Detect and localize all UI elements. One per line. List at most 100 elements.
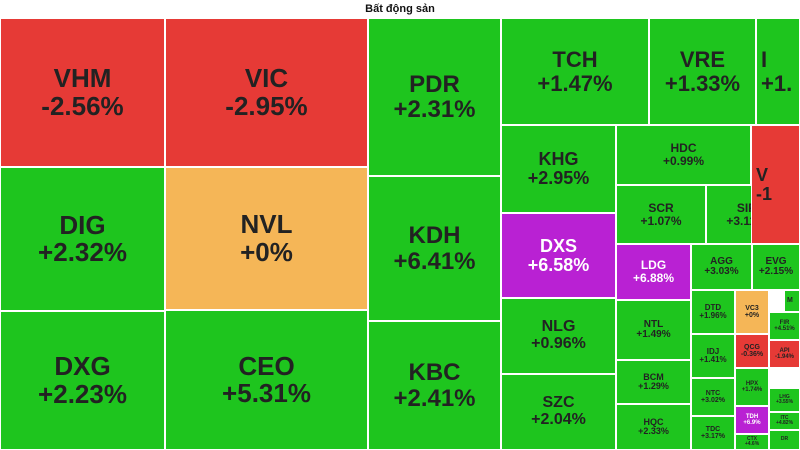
tile-symbol: LDG	[640, 258, 667, 273]
tile-nlg[interactable]: NLG +0.96%	[501, 298, 616, 374]
tile-change: -1.94%	[774, 354, 794, 360]
tile-symbol: NTC	[705, 389, 721, 397]
tile-hpx[interactable]: HPX +1.74%	[735, 368, 769, 406]
tile-dxs[interactable]: DXS +6.58%	[501, 213, 616, 298]
tile-symbol: CEO	[238, 350, 295, 381]
tile-symbol: KDH	[408, 222, 461, 250]
tile-vic[interactable]: VIC -2.95%	[165, 18, 368, 167]
tile-symbol: CTX	[747, 435, 757, 442]
tile-dxg[interactable]: DXG +2.23%	[0, 311, 165, 450]
tile-symbol: HPX	[745, 380, 759, 387]
tile-szc[interactable]: SZC +2.04%	[501, 374, 616, 450]
tile-change: +6.88%	[632, 271, 675, 285]
tile-tch[interactable]: TCH +1.47%	[501, 18, 649, 125]
treemap: VHM -2.56% VIC -2.95% PDR +2.31% TCH +1.47% VRE +…	[0, 18, 800, 450]
tile-ldg[interactable]: LDG +6.88%	[616, 244, 691, 300]
tile-symbol: NTL	[643, 318, 664, 330]
tile-change: +1.	[761, 70, 793, 96]
tile-tdh[interactable]: TDH +6.9%	[735, 406, 769, 434]
tile-pdr[interactable]: PDR +2.31%	[368, 18, 501, 176]
tile-symbol: NLG	[541, 318, 576, 336]
tile-change: +0%	[744, 312, 760, 319]
tile-khg[interactable]: KHG +2.95%	[501, 125, 616, 213]
tile-change: +3.17%	[701, 433, 725, 440]
tile-symbol: HQC	[643, 416, 664, 427]
tile-symbol: NVL	[240, 209, 293, 240]
tile-change: +1.47%	[537, 70, 613, 96]
tile-symbol: DR	[780, 436, 789, 443]
tile-symbol: SCR	[648, 200, 674, 215]
tile-change: +3.55%	[775, 399, 794, 405]
tile-symbol: KHG	[538, 149, 579, 170]
tile-ctx[interactable]: CTX +4.6%	[735, 434, 769, 450]
tile-change: +2.41%	[393, 384, 476, 412]
tile-symbol: API	[779, 347, 790, 354]
tile-symbol: VRE	[679, 47, 726, 73]
tile-nvl[interactable]: NVL +0%	[165, 167, 368, 310]
tile-itc[interactable]: ITC +4.82%	[769, 412, 800, 430]
tile-change: -1	[756, 183, 773, 204]
tile-symbol: IDJ	[706, 346, 720, 356]
tile-m[interactable]: M	[784, 290, 800, 312]
tile-kdh[interactable]: KDH +6.41%	[368, 176, 501, 321]
tile-change: +1.74%	[741, 387, 763, 393]
tile-dr[interactable]: DR	[769, 430, 800, 450]
tile-symbol: HDC	[670, 141, 697, 156]
tile-agg[interactable]: AGG +3.03%	[691, 244, 752, 290]
tile-change: -2.56%	[41, 90, 124, 121]
tile-bcm[interactable]: BCM +1.29%	[616, 360, 691, 404]
tile-symbol: TDH	[745, 413, 759, 420]
tile-symbol: ITC	[780, 414, 789, 421]
tile-ntc[interactable]: NTC +3.02%	[691, 378, 735, 416]
tile-change: +1.41%	[699, 355, 727, 364]
page-title: Bất động sản	[365, 3, 435, 15]
tile-ntl[interactable]: NTL +1.49%	[616, 300, 691, 360]
tile-vc3[interactable]: VC3 +0%	[735, 290, 769, 334]
tile-symbol: DTD	[704, 302, 722, 312]
tile-kbc[interactable]: KBC +2.41%	[368, 321, 501, 450]
tile-symbol: I	[761, 47, 768, 73]
tile-ceo[interactable]: CEO +5.31%	[165, 310, 368, 450]
tile-v[interactable]: V -1	[751, 125, 800, 244]
tile-symbol: FIR	[779, 319, 790, 326]
tile-change: +1.07%	[640, 213, 682, 228]
tile-scr[interactable]: SCR +1.07%	[616, 185, 706, 244]
tile-dtd[interactable]: DTD +1.96%	[691, 290, 735, 334]
tile-change: +0%	[240, 236, 293, 267]
tile-hqc[interactable]: HQC +2.33%	[616, 404, 691, 450]
tile-symbol: BCM	[643, 371, 664, 382]
tile-change: +0.99%	[662, 154, 705, 168]
tile-lhg[interactable]: LHG +3.55%	[769, 388, 800, 412]
tile-change: +4.51%	[774, 326, 795, 332]
tile-change: +6.9%	[743, 420, 761, 426]
tile-api[interactable]: API -1.94%	[769, 340, 800, 368]
tile-change: +2.95%	[527, 168, 590, 188]
tile-change: +2.23%	[38, 378, 127, 409]
tile-hdc[interactable]: HDC +0.99%	[616, 125, 751, 185]
tile-change: +4.6%	[744, 441, 760, 447]
tile-vre[interactable]: VRE +1.33%	[649, 18, 756, 125]
tile-tdc[interactable]: TDC +3.17%	[691, 416, 735, 450]
tile-change: +3.03%	[704, 266, 739, 277]
tile-fir[interactable]: FIR +4.51%	[769, 312, 800, 340]
tile-change: -2.95%	[225, 90, 308, 121]
tile-i[interactable]: I +1.	[756, 18, 800, 125]
tile-change: +0.96%	[531, 335, 586, 352]
tile-change: +1.33%	[664, 70, 741, 96]
tile-change: +2.15%	[758, 266, 794, 277]
tile-vhm[interactable]: VHM -2.56%	[0, 18, 165, 167]
tile-idj[interactable]: IDJ +1.41%	[691, 334, 735, 378]
tile-symbol: M	[787, 297, 793, 305]
tile-symbol: DIG	[59, 209, 106, 240]
tile-change: +6.58%	[527, 254, 590, 275]
tile-change: +3.02%	[701, 397, 725, 404]
tile-change: +1.29%	[638, 381, 669, 391]
tile-evg[interactable]: EVG +2.15%	[752, 244, 800, 290]
tile-change: +2.33%	[638, 426, 669, 436]
tile-qcg[interactable]: QCG -0.36%	[735, 334, 769, 368]
tile-symbol: VIC	[244, 63, 289, 94]
tile-symbol: QCG	[744, 343, 760, 351]
tile-symbol: EVG	[765, 255, 787, 267]
tile-dig[interactable]: DIG +2.32%	[0, 167, 165, 311]
tile-symbol: TCH	[552, 47, 598, 73]
